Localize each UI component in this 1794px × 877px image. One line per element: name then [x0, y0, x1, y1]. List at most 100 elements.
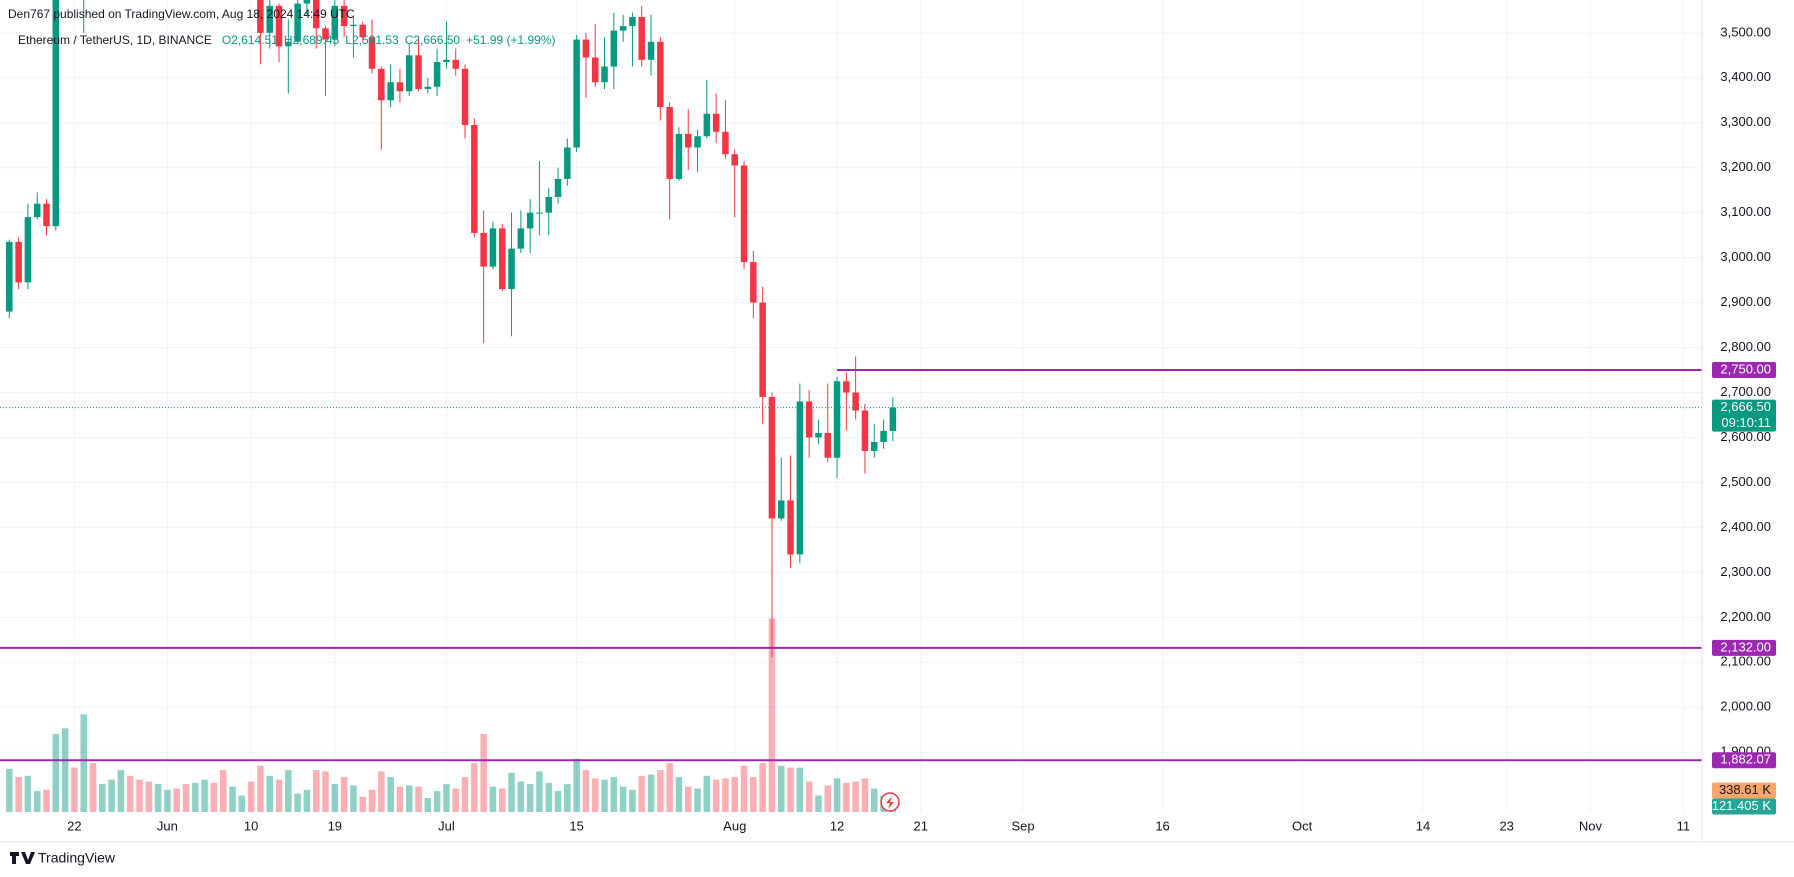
volume-ma-label: 338.61 K [1719, 782, 1771, 797]
volume-bar [489, 786, 497, 812]
volume-bar [722, 778, 729, 812]
candle-body [740, 165, 748, 263]
candle-body [843, 381, 850, 393]
volume-bar [675, 777, 683, 812]
candle-body [722, 131, 729, 155]
candle-body [331, 5, 339, 40]
axes: 1,900.002,000.002,100.002,200.002,300.00… [67, 24, 1776, 833]
volume-bar [508, 772, 515, 812]
volume-bar [350, 785, 357, 812]
candle-body [52, 0, 60, 227]
y-tick-label: 2,600.00 [1720, 429, 1771, 444]
candle-body [517, 228, 525, 249]
x-tick-label: 21 [914, 818, 928, 833]
volume-bar [359, 796, 366, 812]
volume-bar [294, 793, 301, 812]
level-badge [1712, 639, 1776, 656]
volume-bar [815, 795, 822, 812]
candle-body [787, 500, 794, 555]
volume-bar [387, 777, 394, 812]
volume-bar [712, 779, 720, 812]
y-tick-label: 3,000.00 [1720, 249, 1771, 264]
volume-bar [201, 779, 208, 812]
x-tick-label: 19 [328, 818, 342, 833]
candle-body [33, 203, 41, 218]
candle-body [322, 28, 329, 40]
candle-body [489, 228, 497, 267]
x-tick-label: 22 [67, 818, 81, 833]
volume-bar [461, 777, 469, 812]
ohlc-value: L2,591.53 [345, 33, 399, 47]
volume-bar [805, 781, 813, 812]
candle-body [805, 401, 813, 438]
volume-bar [312, 770, 320, 812]
candle-body [861, 410, 869, 451]
candle-body [573, 39, 580, 148]
candle-body [312, 0, 320, 29]
candle-body [833, 381, 841, 458]
volume-bar [666, 763, 673, 812]
ohlc-value: O2,614.51 [222, 33, 278, 47]
volume-bar [331, 784, 339, 812]
candle-body [712, 113, 720, 132]
brand-logo: TradingView [10, 850, 116, 866]
volume-bar [824, 785, 832, 812]
x-tick-label: Jul [438, 818, 455, 833]
volume-bar [15, 777, 22, 812]
y-tick-label: 2,700.00 [1720, 384, 1771, 399]
y-tick-label: 2,400.00 [1720, 519, 1771, 534]
candle-body [526, 212, 534, 229]
candle-body [666, 107, 673, 179]
candle-body [759, 302, 766, 398]
volume-bar [647, 774, 655, 812]
volume-bar [591, 778, 599, 812]
volume-bar [471, 763, 478, 812]
volume-bar [33, 791, 41, 812]
plot-area [0, 0, 1702, 812]
volume-bar [173, 788, 180, 812]
candle-body [582, 39, 590, 58]
volume-ma-badge [1712, 782, 1776, 799]
candle-body [889, 407, 897, 431]
volume-bar [238, 795, 246, 812]
candle-body [852, 392, 859, 411]
volume-bar [684, 786, 692, 812]
volume-bar [80, 714, 87, 812]
symbol: Ethereum / TetherUS, 1D, BINANCE [18, 33, 212, 47]
candle-body [601, 66, 608, 83]
volume-bar [740, 765, 748, 812]
candle-body [870, 441, 878, 451]
volume-bar [424, 798, 432, 812]
candle-body [498, 228, 506, 290]
volume-bar [731, 777, 738, 812]
candle-body [694, 136, 701, 148]
volume-bar [768, 618, 776, 812]
candle-body [619, 26, 627, 31]
last-price-label: 2,666.50 [1720, 399, 1771, 414]
x-tick-label: 11 [1677, 818, 1691, 833]
volume-bar [108, 779, 115, 812]
volume-bar [480, 733, 487, 812]
volume-bar [368, 789, 376, 812]
last-price-badge [1712, 399, 1776, 432]
candle-body [387, 82, 394, 101]
volume-bar [443, 784, 450, 812]
volume-bar [843, 782, 850, 812]
candle-body [750, 262, 757, 303]
volume-bar [703, 775, 711, 812]
candle-body [266, 5, 273, 33]
candle-body [368, 37, 376, 69]
volume-bar [24, 775, 32, 812]
y-tick-label: 2,800.00 [1720, 339, 1771, 354]
volume-bar [378, 771, 385, 812]
candle-body [285, 41, 292, 47]
lightning-icon[interactable] [880, 792, 900, 812]
x-tick-label: Jun [157, 818, 178, 833]
candle-body [359, 24, 366, 38]
x-tick-label: 23 [1499, 818, 1513, 833]
candle-body [6, 241, 13, 312]
ohlc-value: C2,666.50 [405, 33, 461, 47]
volume-bar [126, 775, 134, 812]
y-tick-label: 2,200.00 [1720, 609, 1771, 624]
